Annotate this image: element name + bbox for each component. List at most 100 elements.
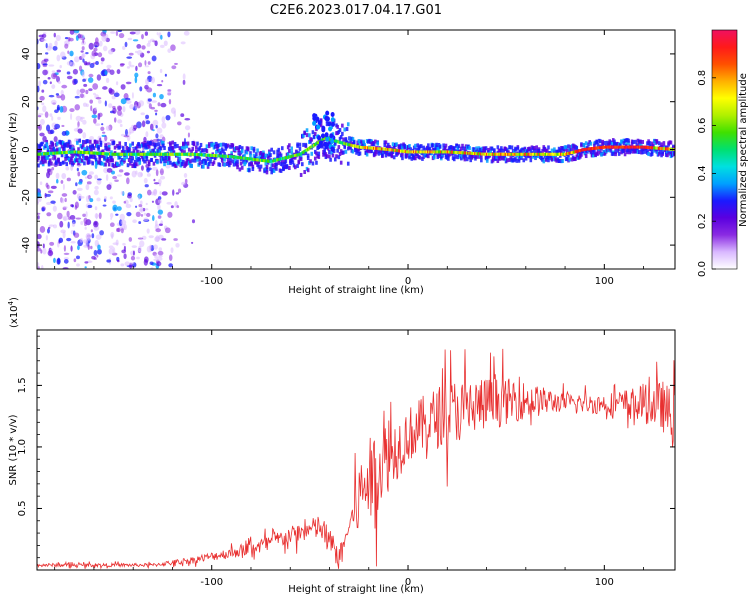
spectrogram-cell	[63, 147, 66, 152]
spectrogram-speckle	[159, 68, 163, 74]
spectrogram-cell	[447, 156, 450, 161]
spectrogram-speckle	[74, 32, 78, 36]
spectrogram-speckle	[121, 249, 127, 254]
spectrogram-speckle	[53, 136, 58, 143]
spectrogram-speckle	[89, 136, 94, 140]
spectrogram-cell	[145, 157, 149, 162]
spectrogram-cell	[529, 148, 533, 153]
spectrogram-cell	[116, 161, 119, 166]
spectrogram-speckle	[49, 81, 52, 85]
spectrogram-cell	[662, 141, 666, 146]
spectrogram-cell	[251, 164, 255, 169]
spectrogram-speckle	[117, 174, 122, 177]
spectrogram-speckle	[138, 221, 142, 225]
spectrogram-cell	[152, 161, 156, 166]
spectrogram-cell	[306, 168, 310, 173]
spectrogram-cell	[212, 160, 216, 165]
spectrogram-cell	[87, 156, 91, 161]
spectrogram-cell	[391, 142, 395, 147]
spectrogram-cell	[452, 157, 456, 162]
spectrogram-speckle	[176, 205, 180, 209]
spectrogram-cell	[94, 157, 98, 162]
colorbar-tick-label: 0.0	[697, 261, 708, 277]
spectrogram-cell	[112, 140, 116, 145]
spectrogram-speckle	[153, 244, 158, 250]
spectrogram-cell	[297, 159, 301, 164]
spectrogram-cell	[170, 148, 173, 153]
spectrogram-cell	[110, 150, 113, 155]
spectrogram-cell	[111, 158, 114, 163]
spectrogram-speckle	[76, 167, 79, 172]
spectrogram-cell	[107, 162, 111, 167]
spectrogram-speckle	[85, 211, 88, 218]
spectrogram-cell	[240, 149, 244, 154]
spectrogram-cell	[384, 140, 388, 145]
spectrogram-cell	[284, 159, 288, 164]
spectrogram-cell	[209, 159, 212, 164]
spectrogram-speckle	[110, 231, 115, 238]
spectrogram-speckle	[166, 201, 172, 205]
spectrogram-cell	[183, 145, 186, 150]
y-tick-label: 0.5	[17, 501, 28, 517]
spectrogram-speckle	[56, 107, 61, 111]
spectrogram-speckle	[120, 84, 126, 90]
spectrogram-cell	[328, 154, 331, 159]
spectrogram-speckle	[88, 61, 91, 65]
spectrogram-cell	[118, 155, 122, 160]
spectrogram-cell	[336, 148, 339, 153]
colorbar-frame	[711, 29, 738, 270]
spectrogram-speckle	[105, 77, 110, 83]
spectrogram-cell	[614, 150, 617, 155]
spectrogram-cell	[206, 157, 210, 162]
spectrogram-cell	[312, 120, 317, 126]
spectrogram-speckle	[96, 197, 101, 202]
spectrogram-speckle	[123, 253, 127, 260]
colorbar-tick-label: 0.6	[697, 118, 708, 134]
spectrogram-cell	[280, 146, 284, 151]
spectrogram-speckle	[154, 254, 158, 259]
spectrogram-speckle	[62, 231, 66, 239]
spectrogram-speckle	[95, 61, 99, 66]
spectrogram-speckle	[151, 100, 158, 103]
spectrogram-speckle	[51, 72, 57, 80]
spectrogram-axes: -100 0 100 -40 -20 0 20 40	[21, 29, 675, 287]
spectrogram-speckle	[65, 166, 70, 171]
spectrogram-cell	[147, 159, 151, 164]
spectrogram-speckle	[146, 228, 150, 234]
spectrogram-cell	[290, 158, 294, 163]
spectrogram-cell	[443, 147, 447, 152]
spectrogram-cell	[343, 145, 347, 150]
spectrogram-speckle	[139, 240, 145, 248]
spectrogram-speckle	[157, 250, 164, 256]
spectrogram-cell	[635, 143, 639, 148]
spectrogram-speckle	[150, 38, 155, 42]
spectrogram-cell	[121, 146, 125, 151]
spectrogram-cell	[408, 144, 411, 149]
spectrogram-speckle	[39, 118, 45, 126]
spectrogram-speckle	[41, 89, 45, 93]
spectrogram-cell	[46, 148, 50, 153]
spectrogram-cell	[421, 156, 424, 161]
spectrogram-speckle	[37, 215, 40, 220]
spectrogram-cell	[184, 141, 188, 146]
spectrogram-cell	[338, 128, 342, 133]
spectrogram-cell	[46, 155, 50, 160]
spectrogram-cell	[265, 167, 269, 172]
spectrogram-cell	[536, 154, 540, 159]
spectrogram-cell	[475, 154, 478, 159]
spectrogram-cell	[601, 139, 604, 144]
spectrogram-speckle	[80, 34, 83, 38]
spectrogram-cell	[250, 162, 253, 167]
spectrogram-cell	[83, 161, 86, 166]
spectrogram-speckle	[146, 87, 153, 93]
spectrogram-cell	[621, 146, 624, 151]
spectrogram-speckle	[87, 77, 94, 83]
spectrogram-cell	[285, 165, 289, 170]
spectrogram-speckle	[79, 93, 84, 99]
spectrogram-speckle	[37, 212, 41, 215]
spectrogram-speckle	[52, 45, 58, 51]
spectrogram-speckle	[97, 178, 102, 181]
spectrogram-cell	[483, 149, 487, 154]
spectrogram-speckle	[44, 111, 49, 118]
spectrogram-speckle	[144, 184, 149, 188]
